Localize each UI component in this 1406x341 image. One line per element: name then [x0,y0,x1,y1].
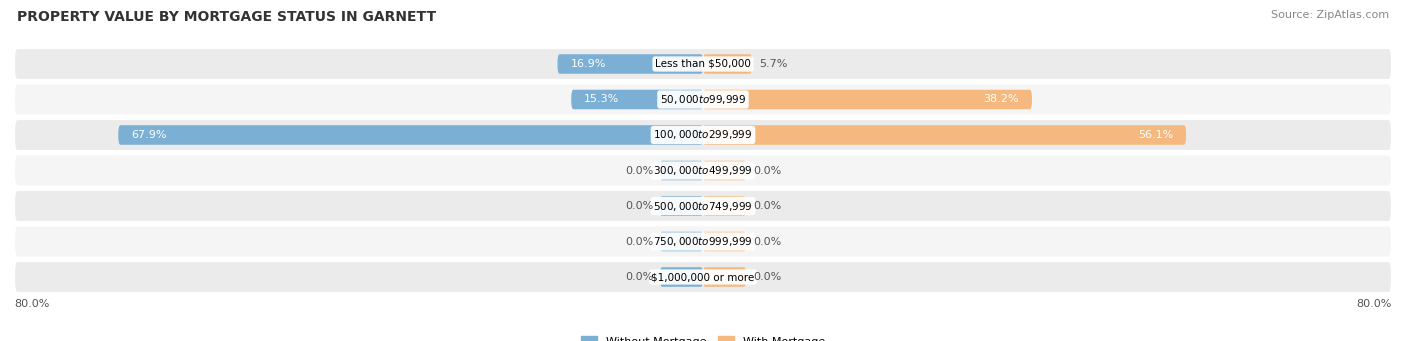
Text: 0.0%: 0.0% [754,165,782,176]
FancyBboxPatch shape [659,196,703,216]
Text: 38.2%: 38.2% [984,94,1019,104]
FancyBboxPatch shape [703,125,1187,145]
Text: 67.9%: 67.9% [131,130,167,140]
FancyBboxPatch shape [14,190,1392,222]
FancyBboxPatch shape [14,119,1392,151]
FancyBboxPatch shape [703,232,747,251]
FancyBboxPatch shape [703,267,747,287]
Text: $50,000 to $99,999: $50,000 to $99,999 [659,93,747,106]
Text: 0.0%: 0.0% [624,165,652,176]
Text: 15.3%: 15.3% [583,94,620,104]
FancyBboxPatch shape [118,125,703,145]
Text: $500,000 to $749,999: $500,000 to $749,999 [654,199,752,212]
FancyBboxPatch shape [703,90,1032,109]
Text: $100,000 to $299,999: $100,000 to $299,999 [654,129,752,142]
FancyBboxPatch shape [659,161,703,180]
Text: 0.0%: 0.0% [754,201,782,211]
Text: 5.7%: 5.7% [759,59,787,69]
Text: Less than $50,000: Less than $50,000 [655,59,751,69]
Text: 56.1%: 56.1% [1137,130,1173,140]
FancyBboxPatch shape [14,48,1392,80]
FancyBboxPatch shape [659,232,703,251]
Text: $1,000,000 or more: $1,000,000 or more [651,272,755,282]
Text: 80.0%: 80.0% [14,299,49,309]
Text: $300,000 to $499,999: $300,000 to $499,999 [654,164,752,177]
Text: 0.0%: 0.0% [624,272,652,282]
FancyBboxPatch shape [571,90,703,109]
FancyBboxPatch shape [14,261,1392,293]
FancyBboxPatch shape [14,225,1392,257]
Text: 0.0%: 0.0% [754,272,782,282]
Text: Source: ZipAtlas.com: Source: ZipAtlas.com [1271,10,1389,20]
FancyBboxPatch shape [659,267,703,287]
Text: 0.0%: 0.0% [754,237,782,247]
FancyBboxPatch shape [703,54,752,74]
FancyBboxPatch shape [703,161,747,180]
FancyBboxPatch shape [14,84,1392,116]
FancyBboxPatch shape [14,154,1392,187]
Text: 0.0%: 0.0% [624,237,652,247]
Text: PROPERTY VALUE BY MORTGAGE STATUS IN GARNETT: PROPERTY VALUE BY MORTGAGE STATUS IN GAR… [17,10,436,24]
FancyBboxPatch shape [557,54,703,74]
Text: $750,000 to $999,999: $750,000 to $999,999 [654,235,752,248]
Text: 0.0%: 0.0% [624,201,652,211]
Legend: Without Mortgage, With Mortgage: Without Mortgage, With Mortgage [576,332,830,341]
Text: 16.9%: 16.9% [571,59,606,69]
FancyBboxPatch shape [703,196,747,216]
Text: 80.0%: 80.0% [1357,299,1392,309]
